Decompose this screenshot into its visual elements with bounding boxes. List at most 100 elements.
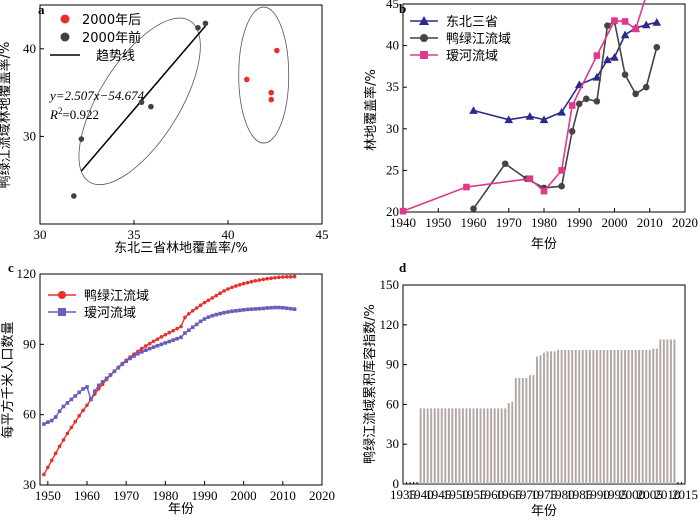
- bar: [493, 408, 496, 484]
- bar: [528, 375, 531, 484]
- point-2000-after: [244, 76, 250, 83]
- bar: [631, 350, 634, 484]
- bar: [673, 339, 676, 484]
- x-tick-label: 1975: [531, 487, 557, 502]
- y-tick-label: 25: [386, 162, 399, 177]
- series-marker: [202, 317, 207, 321]
- y-tick-label: 120: [17, 266, 37, 281]
- point-2000-before: [78, 136, 85, 142]
- legend-label-trendline: 趋势线: [96, 48, 135, 64]
- series-marker: [611, 17, 618, 24]
- series-marker: [65, 431, 70, 436]
- series-marker: [253, 307, 258, 311]
- bar: [500, 408, 503, 484]
- panel-c-frame: [39, 273, 323, 486]
- trend-line: [80, 25, 207, 172]
- series-marker: [179, 335, 183, 340]
- bar: [426, 408, 429, 484]
- bar: [588, 350, 591, 484]
- series-marker: [604, 22, 611, 29]
- series-marker: [96, 383, 101, 388]
- series-marker: [253, 278, 258, 283]
- series-marker: [187, 312, 191, 316]
- bar: [557, 350, 560, 484]
- series-marker: [61, 438, 66, 442]
- bar: [507, 403, 510, 484]
- series-marker: [190, 309, 195, 313]
- x-tick-label: 40: [222, 227, 235, 242]
- panel-d-bar: d 19351940194519501955196019651970197519…: [362, 260, 698, 519]
- panel-c-ylabel: 每平方千米人口数量: [0, 321, 16, 438]
- x-tick-label: 1985: [566, 487, 592, 502]
- bar: [652, 348, 655, 484]
- bar: [564, 350, 567, 484]
- bar: [659, 339, 662, 484]
- series-marker: [81, 387, 85, 391]
- legend-label: 瑷河流域: [446, 49, 498, 64]
- point-2000-before: [148, 103, 154, 110]
- point-2000-before: [138, 99, 145, 106]
- legend-label-2000-before: 2000年前: [82, 30, 141, 46]
- series-marker: [198, 303, 203, 307]
- bar: [585, 350, 588, 484]
- series-marker: [288, 275, 293, 279]
- series-marker: [593, 98, 601, 105]
- series-marker: [124, 359, 128, 364]
- x-tick-label: 30: [34, 227, 47, 242]
- bar: [486, 408, 489, 484]
- panel-b-ylabel: 林地覆盖率/%: [363, 69, 379, 151]
- bar: [504, 408, 507, 484]
- series-marker: [77, 414, 81, 418]
- series-marker: [273, 305, 277, 310]
- x-tick-label: 1940: [408, 487, 434, 502]
- bar: [511, 401, 514, 484]
- bar: [571, 350, 574, 484]
- bar: [543, 352, 545, 484]
- series-marker: [159, 342, 164, 347]
- bar: [550, 351, 553, 484]
- bar: [546, 351, 549, 484]
- series-marker: [218, 311, 222, 316]
- bar: [479, 408, 482, 484]
- bar: [539, 355, 542, 484]
- x-tick-label: 1935: [390, 487, 416, 502]
- bar: [490, 408, 493, 484]
- series-marker: [171, 328, 175, 333]
- bar: [532, 375, 535, 484]
- series-marker: [77, 390, 81, 395]
- x-tick-label: 2005: [637, 487, 663, 502]
- series-marker: [620, 30, 630, 39]
- bar: [610, 350, 612, 484]
- series-line: [402, 0, 646, 212]
- series-marker: [175, 326, 179, 331]
- series-marker: [73, 394, 78, 398]
- y-tick-label: 35: [386, 79, 399, 94]
- series-marker: [575, 100, 583, 108]
- x-tick-label: 1950: [425, 215, 451, 230]
- series-marker: [399, 207, 407, 215]
- bar: [641, 350, 644, 484]
- series-marker: [65, 401, 70, 405]
- series-marker: [140, 346, 144, 351]
- bar: [447, 408, 450, 484]
- series-marker: [273, 275, 277, 280]
- series-marker: [621, 71, 629, 79]
- series-marker: [269, 276, 273, 281]
- bar: [574, 350, 577, 484]
- bar: [592, 350, 595, 484]
- series-line: [43, 275, 295, 475]
- y-tick-label: 60: [386, 396, 399, 411]
- series-marker: [610, 52, 619, 61]
- series-marker: [652, 18, 662, 26]
- y-tick-label: 40: [386, 38, 399, 53]
- series-marker: [143, 344, 148, 348]
- bar: [638, 350, 641, 484]
- trend-r2: R2=0.922: [49, 106, 99, 122]
- series-marker: [104, 376, 109, 381]
- series-marker: [49, 418, 54, 423]
- series-marker: [167, 339, 172, 344]
- bar: [451, 408, 454, 484]
- x-tick-label: 2000: [602, 215, 628, 230]
- x-tick-label: 1995: [602, 487, 628, 502]
